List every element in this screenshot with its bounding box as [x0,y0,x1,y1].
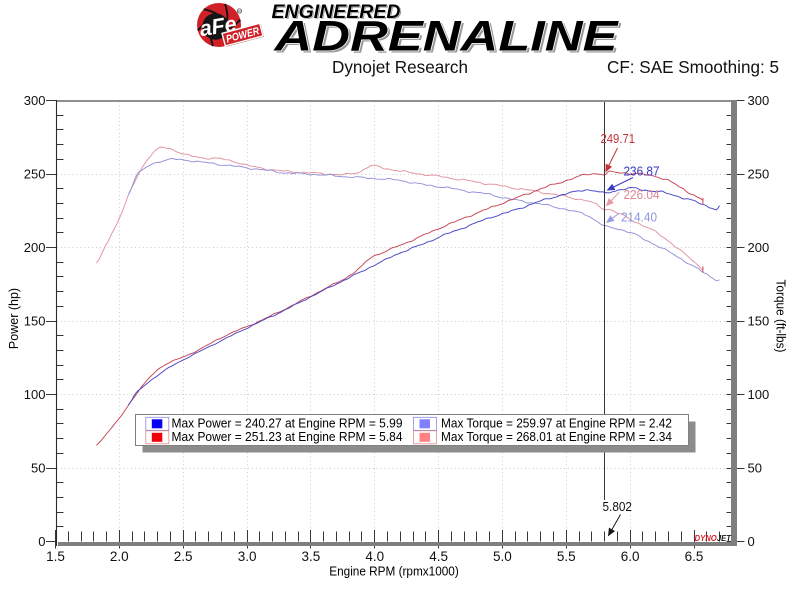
svg-text:ADRENALINE: ADRENALINE [276,15,622,62]
svg-text:200: 200 [24,240,46,255]
svg-text:CF: SAE Smoothing: 5: CF: SAE Smoothing: 5 [607,57,779,77]
svg-text:100: 100 [24,387,46,402]
svg-text:Power (hp): Power (hp) [7,288,21,349]
svg-text:226.04: 226.04 [624,187,660,202]
svg-text:100: 100 [748,387,770,402]
svg-text:250: 250 [748,167,770,182]
svg-text:1.5: 1.5 [46,549,65,564]
svg-text:0: 0 [38,534,45,549]
svg-text:Max Torque = 259.97 at Engine: Max Torque = 259.97 at Engine RPM = 2.42 [441,417,672,431]
svg-text:236.87: 236.87 [624,164,660,179]
svg-text:249.71: 249.71 [601,131,636,146]
svg-text:0: 0 [748,534,755,549]
svg-text:2.0: 2.0 [110,549,129,564]
svg-text:214.40: 214.40 [621,210,657,225]
svg-text:2.5: 2.5 [174,549,193,564]
svg-text:150: 150 [24,314,46,329]
svg-text:6.0: 6.0 [621,549,640,564]
svg-text:Torque (ft-lbs): Torque (ft-lbs) [774,280,788,353]
svg-text:5.5: 5.5 [557,549,576,564]
svg-text:Dynojet Research: Dynojet Research [332,57,468,77]
svg-text:300: 300 [24,93,46,108]
svg-text:ENGINEERED: ENGINEERED [273,3,402,24]
svg-text:150: 150 [748,314,770,329]
svg-text:Max Torque = 268.01 at Engine: Max Torque = 268.01 at Engine RPM = 2.34 [441,430,672,444]
svg-text:250: 250 [24,167,46,182]
svg-text:5.802: 5.802 [603,499,633,514]
svg-text:4.5: 4.5 [429,549,448,564]
svg-text:50: 50 [748,461,762,476]
svg-text:4.0: 4.0 [365,549,384,564]
svg-text:300: 300 [748,93,770,108]
svg-text:R: R [238,10,241,14]
svg-text:Max Power = 251.23 at Engine R: Max Power = 251.23 at Engine RPM = 5.84 [172,430,403,444]
svg-text:5.0: 5.0 [493,549,512,564]
svg-text:ENGINEERED: ENGINEERED [272,2,401,23]
svg-text:50: 50 [31,461,45,476]
svg-text:6.5: 6.5 [685,549,704,564]
svg-text:3.0: 3.0 [238,549,257,564]
svg-text:200: 200 [748,240,770,255]
svg-text:ADRENALINE: ADRENALINE [273,13,619,60]
svg-text:Engine RPM (rpmx1000): Engine RPM (rpmx1000) [329,565,459,579]
svg-text:3.5: 3.5 [302,549,321,564]
svg-text:Max Power = 240.27 at Engine R: Max Power = 240.27 at Engine RPM = 5.99 [172,417,403,431]
svg-text:DYNOJET: DYNOJET [695,533,732,543]
